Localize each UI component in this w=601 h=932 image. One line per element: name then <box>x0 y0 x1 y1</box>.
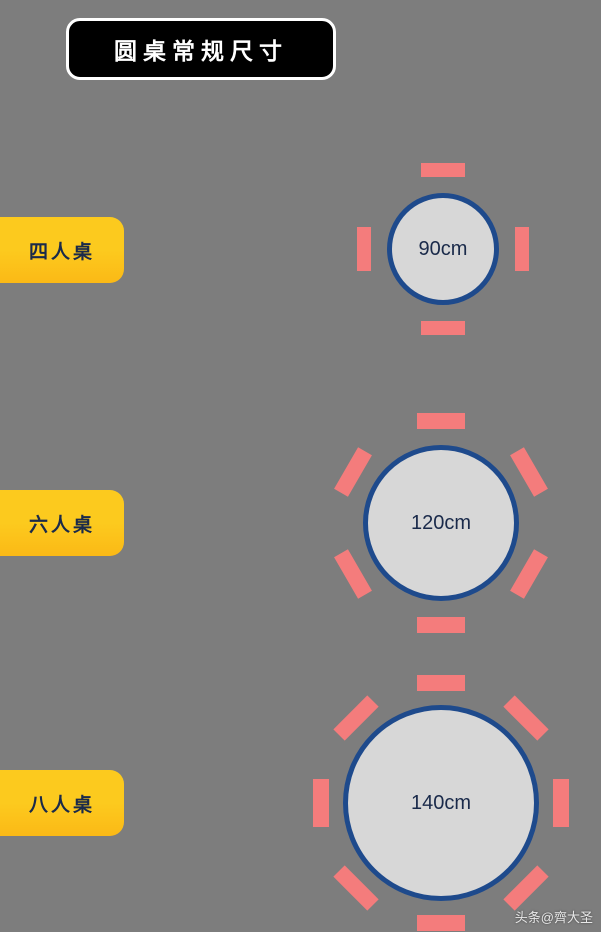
seat-2-1 <box>417 413 465 429</box>
seat-1-4 <box>357 227 371 271</box>
table-diameter-label-2: 120cm <box>411 512 471 535</box>
table-circle-1: 90cm <box>387 193 499 305</box>
seat-1-2 <box>515 227 529 271</box>
seat-2-3 <box>510 549 548 599</box>
seat-3-3 <box>553 779 569 827</box>
seat-2-2 <box>510 447 548 497</box>
label-box-2: 六人桌 <box>0 490 124 556</box>
label-text-2: 六人桌 <box>29 510 95 537</box>
table-circle-2: 120cm <box>363 445 519 601</box>
label-text-1: 四人桌 <box>29 237 95 264</box>
table-circle-3: 140cm <box>343 705 539 901</box>
label-text-3: 八人桌 <box>29 790 95 817</box>
seat-2-4 <box>417 617 465 633</box>
seat-2-5 <box>334 549 372 599</box>
seat-2-6 <box>334 447 372 497</box>
seat-1-1 <box>421 163 465 177</box>
label-box-3: 八人桌 <box>0 770 124 836</box>
seat-3-5 <box>417 915 465 931</box>
table-diameter-label-3: 140cm <box>411 792 471 815</box>
label-box-1: 四人桌 <box>0 217 124 283</box>
seat-3-7 <box>313 779 329 827</box>
seat-1-3 <box>421 321 465 335</box>
seat-3-1 <box>417 675 465 691</box>
title-text: 圆桌常规尺寸 <box>114 32 288 66</box>
watermark: 头条@齊大圣 <box>515 907 593 926</box>
table-diameter-label-1: 90cm <box>419 238 468 261</box>
title-box: 圆桌常规尺寸 <box>66 18 336 80</box>
